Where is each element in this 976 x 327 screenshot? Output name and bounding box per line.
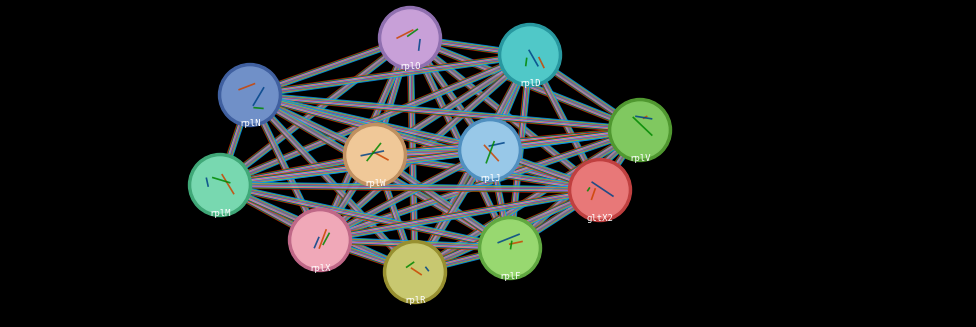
Text: gltX2: gltX2 — [587, 214, 614, 223]
Text: rplR: rplR — [404, 296, 426, 305]
Circle shape — [482, 220, 538, 276]
Circle shape — [459, 118, 521, 181]
Text: rplJ: rplJ — [479, 174, 501, 183]
Text: rplF: rplF — [500, 272, 521, 281]
Circle shape — [219, 63, 281, 127]
Circle shape — [608, 98, 671, 162]
Circle shape — [188, 153, 252, 216]
Circle shape — [572, 162, 628, 218]
Circle shape — [478, 216, 542, 280]
Circle shape — [192, 157, 248, 213]
Text: rplW: rplW — [364, 179, 386, 188]
Circle shape — [344, 124, 406, 186]
Circle shape — [382, 10, 438, 66]
Circle shape — [612, 102, 668, 158]
Circle shape — [384, 240, 446, 303]
Text: rplD: rplD — [519, 79, 541, 88]
Circle shape — [379, 7, 441, 70]
Circle shape — [499, 24, 561, 87]
Circle shape — [502, 27, 558, 83]
Circle shape — [222, 67, 278, 123]
Text: rplX: rplX — [309, 264, 331, 273]
Circle shape — [462, 122, 518, 178]
Text: rplN: rplN — [239, 119, 261, 128]
Text: rplM: rplM — [209, 209, 230, 218]
Circle shape — [289, 209, 351, 271]
Circle shape — [387, 244, 443, 300]
Circle shape — [568, 159, 631, 221]
Text: rplO: rplO — [399, 62, 421, 71]
Circle shape — [347, 127, 403, 183]
Text: rplV: rplV — [630, 154, 651, 163]
Circle shape — [292, 212, 348, 268]
